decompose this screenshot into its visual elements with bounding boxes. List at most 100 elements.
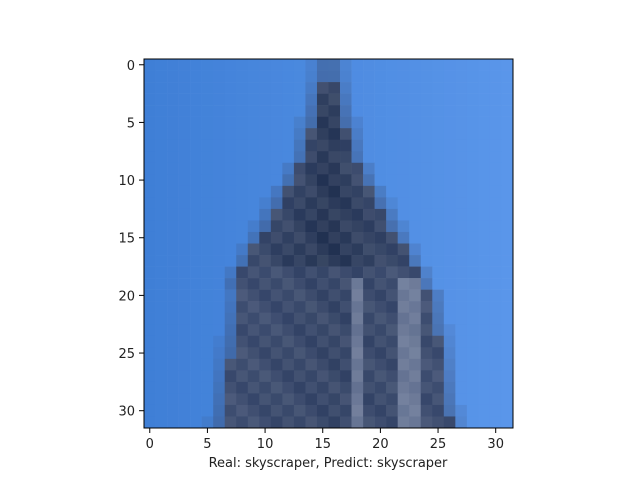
image-pixel: [316, 70, 329, 83]
image-pixel: [455, 151, 468, 164]
image-pixel: [478, 289, 491, 302]
image-pixel: [224, 335, 237, 348]
image-pixel: [374, 381, 387, 394]
image-pixel: [316, 324, 329, 337]
image-pixel: [501, 128, 514, 141]
image-pixel: [386, 128, 398, 141]
image-pixel: [489, 255, 502, 267]
image-pixel: [224, 174, 237, 187]
image-pixel: [247, 324, 260, 337]
image-pixel: [293, 162, 306, 175]
image-pixel: [420, 278, 433, 290]
image-pixel: [305, 128, 318, 141]
image-pixel: [374, 289, 387, 302]
image-pixel: [489, 358, 502, 371]
image-pixel: [259, 404, 272, 417]
image-pixel: [178, 128, 191, 141]
image-pixel: [224, 82, 237, 94]
image-pixel: [236, 243, 249, 256]
image-pixel: [155, 266, 168, 279]
image-pixel: [282, 381, 295, 394]
image-pixel: [478, 347, 491, 360]
image-pixel: [489, 70, 502, 83]
image-pixel: [443, 220, 456, 233]
image-pixel: [489, 416, 502, 429]
image-pixel: [247, 128, 260, 141]
image-pixel: [363, 70, 375, 83]
image-pixel: [432, 243, 445, 256]
image-pixel: [386, 243, 398, 256]
image-pixel: [340, 231, 352, 244]
image-pixel: [397, 335, 410, 348]
image-pixel: [409, 231, 422, 244]
image-pixel: [386, 59, 398, 71]
image-pixel: [201, 347, 214, 360]
image-pixel: [397, 266, 410, 279]
image-pixel: [190, 128, 202, 141]
image-pixel: [282, 312, 295, 325]
image-pixel: [305, 70, 318, 83]
image-pixel: [432, 335, 445, 348]
image-pixel: [224, 312, 237, 325]
image-pixel: [282, 185, 295, 198]
image-pixel: [282, 197, 295, 210]
image-pixel: [270, 278, 283, 290]
image-pixel: [501, 289, 514, 302]
image-pixel: [224, 416, 237, 429]
image-pixel: [270, 162, 283, 175]
image-pixel: [155, 255, 168, 267]
image-pixel: [167, 324, 179, 337]
image-pixel: [478, 404, 491, 417]
image-pixel: [455, 404, 468, 417]
image-pixel: [316, 312, 329, 325]
image-pixel: [478, 255, 491, 267]
image-pixel: [501, 197, 514, 210]
image-pixel: [236, 151, 249, 164]
image-pixel: [397, 255, 410, 267]
image-pixel: [397, 70, 410, 83]
image-pixel: [270, 139, 283, 152]
image-pixel: [420, 381, 433, 394]
image-pixel: [432, 416, 445, 429]
image-pixel: [316, 220, 329, 233]
image-pixel: [432, 116, 445, 129]
image-pixel: [466, 278, 479, 290]
image-pixel: [397, 416, 410, 429]
image-pixel: [190, 289, 202, 302]
image-pixel: [478, 82, 491, 94]
image-pixel: [213, 370, 226, 383]
image-pixel: [201, 70, 214, 83]
image-pixel: [236, 358, 249, 371]
image-pixel: [489, 93, 502, 106]
image-pixel: [386, 289, 398, 302]
image-pixel: [236, 59, 249, 71]
image-pixel: [224, 347, 237, 360]
image-pixel: [259, 335, 272, 348]
image-pixel: [374, 347, 387, 360]
image-pixel: [167, 335, 179, 348]
image-pixel: [144, 128, 156, 141]
image-pixel: [351, 243, 364, 256]
image-pixel: [409, 266, 422, 279]
image-pixel: [259, 208, 272, 221]
image-pixel: [282, 139, 295, 152]
image-pixel: [259, 324, 272, 337]
image-pixel: [374, 82, 387, 94]
image-pixel: [466, 197, 479, 210]
image-pixel: [386, 220, 398, 233]
image-pixel: [305, 59, 318, 71]
image-pixel: [351, 162, 364, 175]
image-pixel: [293, 404, 306, 417]
image-pixel: [489, 208, 502, 221]
image-pixel: [305, 93, 318, 106]
image-pixel: [397, 208, 410, 221]
image-pixel: [282, 370, 295, 383]
image-pixel: [501, 266, 514, 279]
image-pixel: [247, 347, 260, 360]
image-pixel: [420, 335, 433, 348]
image-pixel: [420, 151, 433, 164]
image-pixel: [340, 278, 352, 290]
image-pixel: [363, 105, 375, 117]
image-pixel: [501, 312, 514, 325]
image-pixel: [420, 243, 433, 256]
